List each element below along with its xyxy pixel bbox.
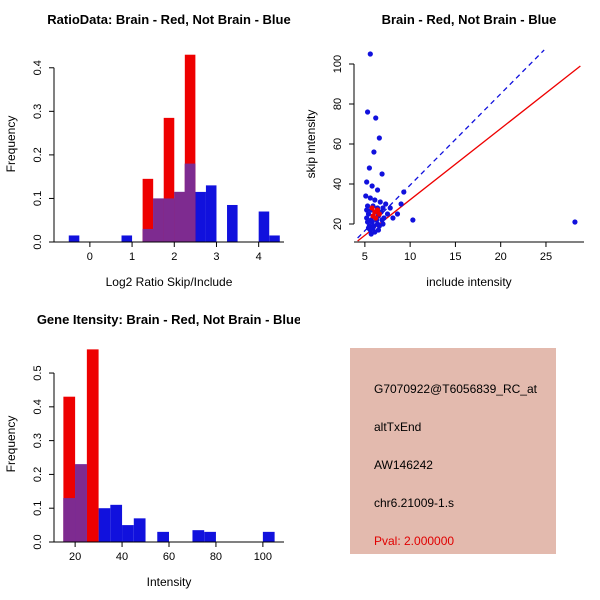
ratio-histogram-chart: RatioData: Brain - Red, Not Brain - Blue… [4,12,291,289]
svg-text:0.2: 0.2 [32,147,44,162]
gene-histogram-chart: Gene Itensity: Brain - Red, Not Brain - … [4,312,300,589]
svg-text:Log2 Ratio Skip/Include: Log2 Ratio Skip/Include [106,275,233,289]
svg-text:include intensity: include intensity [426,275,511,289]
svg-text:0.2: 0.2 [32,467,44,482]
svg-text:0.4: 0.4 [32,60,44,75]
svg-text:60: 60 [163,551,175,563]
svg-text:Frequency: Frequency [4,416,18,473]
svg-text:0.0: 0.0 [32,534,44,549]
svg-text:0.1: 0.1 [32,501,44,516]
svg-text:40: 40 [332,178,344,190]
svg-text:40: 40 [116,551,128,563]
svg-text:skip intensity: skip intensity [304,110,318,179]
svg-text:80: 80 [210,551,222,563]
svg-text:20: 20 [495,251,507,263]
intensity-scatter-chart: Brain - Red, Not Brain - Blue 5 10 15 20 25 20… [304,12,584,289]
svg-text:100: 100 [332,55,344,73]
svg-text:Brain - Red, Not Brain - Blue: Brain - Red, Not Brain - Blue [382,12,557,27]
svg-text:2: 2 [171,251,177,263]
probe-id: G7070922@T6056839_RC_at [374,382,537,396]
panel-info: G7070922@T6056839_RC_at altTxEnd AW14624… [300,300,600,600]
svg-text:3: 3 [213,251,219,263]
splice-event-type: altTxEnd [374,420,422,434]
svg-text:0.3: 0.3 [32,433,44,448]
svg-text:0.1: 0.1 [32,191,44,206]
svg-text:Gene Itensity: Brain - Red, No: Gene Itensity: Brain - Red, Not Brain - … [37,312,300,327]
accession-id: AW146242 [374,458,433,472]
svg-text:Intensity: Intensity [147,575,192,589]
svg-text:80: 80 [332,98,344,110]
svg-text:0.0: 0.0 [32,234,44,249]
svg-text:Frequency: Frequency [4,116,18,173]
pval-text: Pval: 2.000000 [374,534,455,548]
info-box: G7070922@T6056839_RC_at altTxEnd AW14624… [350,348,556,554]
svg-text:15: 15 [449,251,461,263]
svg-text:4: 4 [256,251,262,263]
svg-text:20: 20 [69,551,81,563]
svg-text:60: 60 [332,138,344,150]
panel-gene-histogram: Gene Itensity: Brain - Red, Not Brain - … [0,300,300,600]
svg-text:RatioData: Brain - Red, Not Br: RatioData: Brain - Red, Not Brain - Blue [47,12,290,27]
svg-text:100: 100 [254,551,272,563]
panel-ratio-histogram: RatioData: Brain - Red, Not Brain - Blue… [0,0,300,300]
svg-text:20: 20 [332,218,344,230]
svg-text:0.4: 0.4 [32,399,44,414]
panel-intensity-scatter: Brain - Red, Not Brain - Blue 5 10 15 20 25 20… [300,0,600,300]
chromosome-location: chr6.21009-1.s [374,496,455,510]
svg-text:5: 5 [362,251,368,263]
svg-text:1: 1 [129,251,135,263]
svg-text:0.5: 0.5 [32,365,44,380]
svg-text:25: 25 [540,251,552,263]
svg-text:0: 0 [87,251,93,263]
svg-text:10: 10 [404,251,416,263]
svg-text:0.3: 0.3 [32,104,44,119]
